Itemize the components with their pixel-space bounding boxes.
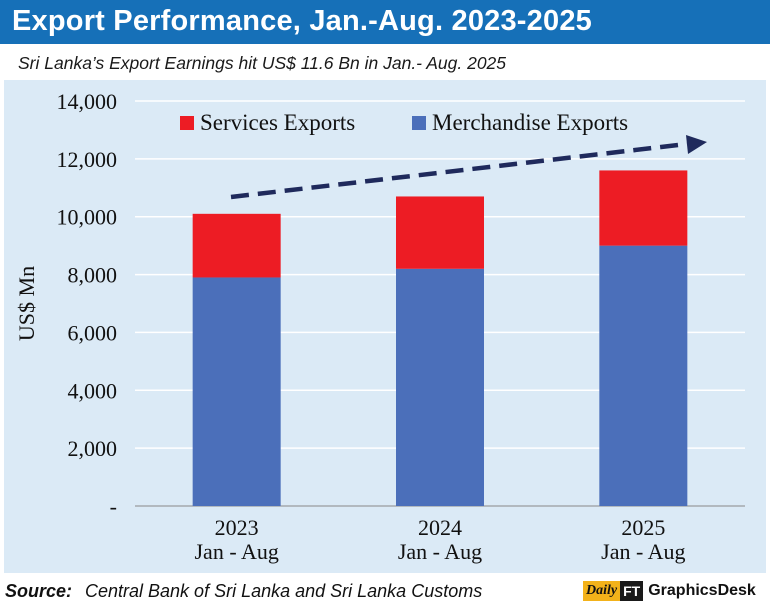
logo-daily-text: Daily — [583, 581, 621, 601]
merchandise-bar — [599, 245, 688, 506]
y-tick-label: 8,000 — [68, 263, 118, 288]
y-tick-label: 10,000 — [57, 205, 118, 230]
merchandise-bar — [396, 268, 484, 506]
y-tick-label: 12,000 — [57, 147, 118, 172]
x-tick-sublabel: Jan - Aug — [398, 539, 482, 564]
logo-ft-text: FT — [620, 581, 644, 601]
y-tick-label: 2,000 — [68, 436, 118, 461]
services-bar — [192, 213, 281, 278]
y-tick-label: 4,000 — [68, 378, 118, 403]
header-band: Export Performance, Jan.-Aug. 2023-2025 — [0, 0, 770, 44]
x-tick-label: 2023 — [215, 515, 259, 540]
y-tick-label: - — [110, 494, 117, 519]
x-tick-label: 2025 — [621, 515, 665, 540]
legend-label: Merchandise Exports — [432, 110, 628, 135]
footer: Source: Central Bank of Sri Lanka and Sr… — [5, 579, 767, 605]
legend-swatch — [412, 116, 426, 130]
chart-panel: - 2,000 4,000 6,000 8,000 10,000 12,000 14,000 U… — [4, 80, 766, 573]
page-title: Export Performance, Jan.-Aug. 2023-2025 — [12, 5, 592, 37]
graphics-desk-logo: Daily FT GraphicsDesk — [583, 580, 756, 602]
x-tick-sublabel: Jan - Aug — [601, 539, 685, 564]
chart-subtitle: Sri Lanka’s Export Earnings hit US$ 11.6… — [18, 53, 507, 73]
stacked-bar-chart: - 2,000 4,000 6,000 8,000 10,000 12,000 14,000 U… — [14, 89, 745, 564]
x-tick-label: 2024 — [418, 515, 462, 540]
source-text: Central Bank of Sri Lanka and Sri Lanka … — [85, 581, 483, 601]
merchandise-bar — [192, 277, 281, 506]
trend-arrow-line — [230, 141, 688, 200]
y-tick-label: 6,000 — [68, 320, 118, 345]
trend-arrow-head — [686, 135, 707, 154]
services-bar — [396, 196, 484, 269]
x-tick-sublabel: Jan - Aug — [195, 539, 279, 564]
legend-swatch — [180, 116, 194, 130]
y-axis-label: US$ Mn — [14, 266, 39, 341]
logo-graphicsdesk-text: GraphicsDesk — [648, 582, 756, 599]
legend-label: Services Exports — [200, 110, 355, 135]
services-bar — [599, 170, 688, 246]
source-label: Source: — [5, 581, 73, 601]
y-tick-label: 14,000 — [57, 89, 118, 114]
